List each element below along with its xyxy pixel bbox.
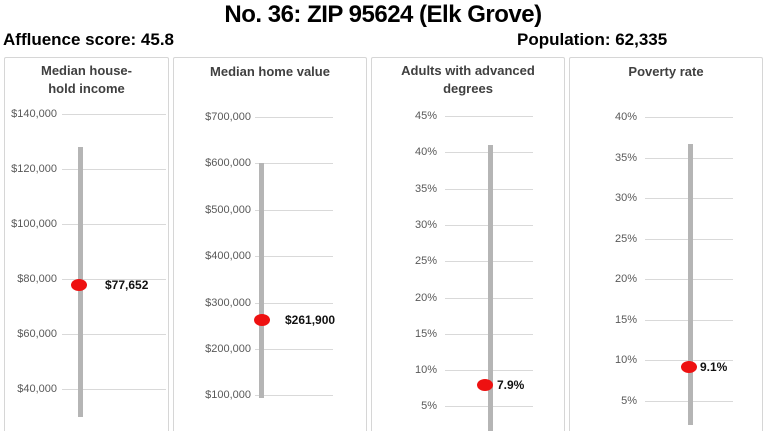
y-tick-label: $400,000 (205, 250, 251, 263)
y-tick-label: 40% (614, 111, 637, 123)
y-tick-label: 40% (414, 146, 437, 159)
gridline (645, 117, 733, 118)
y-tick-label: $40,000 (17, 383, 57, 395)
panel-title-median-home-value: Median home value (210, 64, 330, 79)
y-tick-label: $600,000 (205, 157, 251, 170)
gridline (255, 163, 333, 165)
gridline (255, 256, 333, 258)
y-tick-label: 20% (614, 273, 637, 285)
y-tick-label: 25% (614, 232, 637, 245)
gridline (62, 169, 166, 170)
y-tick-label: $500,000 (205, 203, 251, 216)
gridline (62, 114, 166, 115)
range-bar-median-home-value (259, 163, 264, 398)
y-tick-label: 25% (414, 255, 437, 268)
y-tick-label: 10% (614, 354, 637, 366)
y-tick-label: 45% (414, 110, 437, 122)
gridline (62, 389, 166, 390)
y-tick-label: 5% (621, 394, 637, 407)
y-tick-label: $100,000 (205, 389, 251, 402)
panel-title-median-household-income: Median house-hold income (40, 63, 132, 96)
chart-panel-median-household-income (4, 57, 169, 431)
y-tick-label: 35% (614, 151, 637, 164)
y-tick-label: $700,000 (205, 111, 251, 123)
gridline (255, 302, 333, 304)
range-bar-poverty-rate (688, 143, 693, 425)
y-tick-label: 20% (414, 291, 437, 304)
chart-panel-adults-with-advanced-degrees (371, 57, 565, 431)
panel-title-adults-with-advanced-degrees: Adults with advanced degrees (401, 63, 535, 96)
page-title: No. 36: ZIP 95624 (Elk Grove) (224, 1, 542, 28)
panel-title-poverty-rate: Poverty rate (628, 64, 704, 79)
value-label-adults-with-advanced-degrees: 7.9% (497, 378, 525, 393)
value-dot-median-home-value (253, 314, 270, 327)
gridline (255, 209, 333, 211)
y-tick-label: $300,000 (205, 296, 251, 309)
chart-panel-median-home-value (173, 57, 367, 431)
y-tick-label: $100,000 (11, 218, 57, 230)
gridline (62, 334, 166, 335)
gridline (255, 395, 333, 397)
y-tick-label: 10% (414, 364, 437, 377)
y-tick-label: 30% (414, 218, 437, 231)
value-label-poverty-rate: 9.1% (700, 360, 728, 375)
chart-panel-poverty-rate (569, 57, 763, 431)
gridline (445, 116, 533, 117)
gridline (62, 279, 166, 280)
range-bar-adults-with-advanced-degrees (488, 145, 493, 431)
gridline (62, 224, 166, 225)
y-tick-label: 35% (414, 182, 437, 195)
value-label-median-home-value: $261,900 (285, 313, 336, 328)
value-label-median-household-income: $77,652 (105, 278, 149, 293)
y-tick-label: $80,000 (17, 273, 57, 285)
y-tick-label: $200,000 (205, 343, 251, 355)
value-dot-adults-with-advanced-degrees (476, 379, 493, 392)
y-tick-label: 15% (614, 313, 637, 326)
y-tick-label: $120,000 (11, 163, 57, 175)
y-tick-label: 15% (414, 327, 437, 340)
affluence-score-label: Affluence score: 45.8 (3, 30, 175, 49)
population-label: Population: 62,335 (517, 30, 668, 49)
y-tick-label: $140,000 (11, 108, 57, 120)
gridline (255, 349, 333, 350)
gridline (255, 117, 333, 118)
y-tick-label: 30% (614, 192, 637, 204)
value-dot-poverty-rate (680, 361, 697, 374)
value-dot-median-household-income (70, 279, 87, 292)
y-tick-label: $60,000 (17, 328, 57, 340)
y-tick-label: 5% (421, 400, 437, 413)
